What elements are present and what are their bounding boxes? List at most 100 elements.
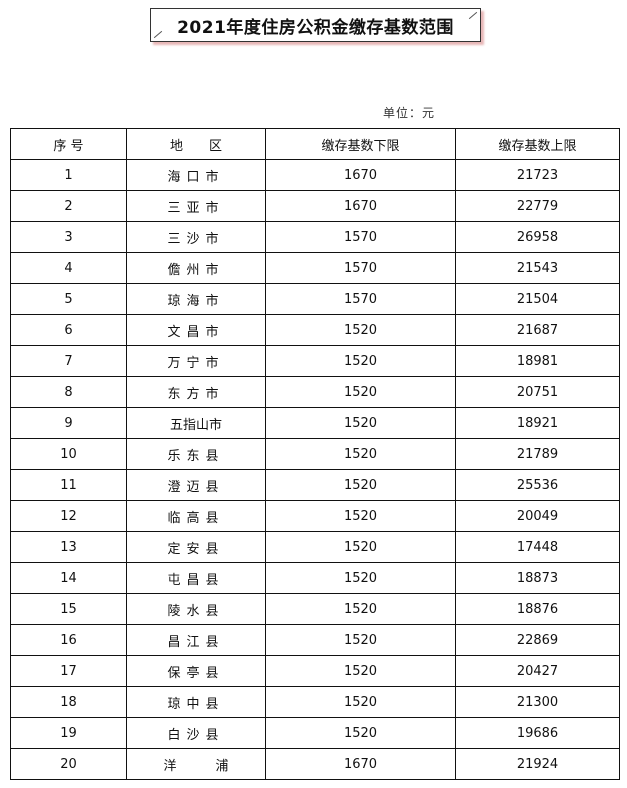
cell-upper-limit: 21504 xyxy=(455,283,620,315)
table-row: 3 三沙市 1570 26958 xyxy=(10,221,620,253)
cell-index: 9 xyxy=(10,407,127,439)
table-row: 5 琼海市 1570 21504 xyxy=(10,283,620,315)
unit-label: 单位：元 xyxy=(383,106,436,120)
cell-region: 儋州市 xyxy=(126,252,266,284)
cell-lower-limit: 1570 xyxy=(265,283,456,315)
cell-index: 16 xyxy=(10,624,127,656)
cell-index: 8 xyxy=(10,376,127,408)
cell-upper-limit: 18873 xyxy=(455,562,620,594)
cell-index: 2 xyxy=(10,190,127,222)
corner-mark xyxy=(468,11,478,20)
cell-index: 3 xyxy=(10,221,127,253)
cell-upper-limit: 20751 xyxy=(455,376,620,408)
cell-index: 19 xyxy=(10,717,127,749)
table-row: 16 昌江县 1520 22869 xyxy=(10,624,620,656)
cell-lower-limit: 1520 xyxy=(265,655,456,687)
cell-lower-limit: 1520 xyxy=(265,376,456,408)
header-region: 地 区 xyxy=(126,128,266,160)
cell-lower-limit: 1520 xyxy=(265,438,456,470)
cell-lower-limit: 1570 xyxy=(265,221,456,253)
cell-region: 昌江县 xyxy=(126,624,266,656)
header-upper-limit: 缴存基数上限 xyxy=(455,128,620,160)
cell-upper-limit: 18921 xyxy=(455,407,620,439)
table-row: 9 五指山市 1520 18921 xyxy=(10,407,620,439)
corner-mark xyxy=(153,30,163,39)
cell-lower-limit: 1520 xyxy=(265,624,456,656)
cell-lower-limit: 1670 xyxy=(265,190,456,222)
cell-region: 洋 浦 xyxy=(126,748,266,780)
cell-lower-limit: 1520 xyxy=(265,686,456,718)
cell-upper-limit: 21789 xyxy=(455,438,620,470)
cell-upper-limit: 22869 xyxy=(455,624,620,656)
title-box: 2021年度住房公积金缴存基数范围 xyxy=(150,8,481,42)
cell-upper-limit: 21924 xyxy=(455,748,620,780)
cell-lower-limit: 1520 xyxy=(265,407,456,439)
cell-upper-limit: 21723 xyxy=(455,159,620,191)
cell-upper-limit: 21300 xyxy=(455,686,620,718)
cell-lower-limit: 1670 xyxy=(265,159,456,191)
cell-region: 五指山市 xyxy=(126,407,266,439)
cell-lower-limit: 1520 xyxy=(265,717,456,749)
table-row: 17 保亭县 1520 20427 xyxy=(10,655,620,687)
table-row: 1 海口市 1670 21723 xyxy=(10,159,620,191)
cell-region: 定安县 xyxy=(126,531,266,563)
cell-region: 澄迈县 xyxy=(126,469,266,501)
cell-lower-limit: 1520 xyxy=(265,531,456,563)
table-row: 2 三亚市 1670 22779 xyxy=(10,190,620,222)
cell-region: 琼中县 xyxy=(126,686,266,718)
cell-upper-limit: 17448 xyxy=(455,531,620,563)
cell-lower-limit: 1520 xyxy=(265,314,456,346)
cell-region: 保亭县 xyxy=(126,655,266,687)
cell-index: 15 xyxy=(10,593,127,625)
cell-region: 三亚市 xyxy=(126,190,266,222)
cell-region: 陵水县 xyxy=(126,593,266,625)
cell-lower-limit: 1570 xyxy=(265,252,456,284)
cell-region: 琼海市 xyxy=(126,283,266,315)
table-row: 20 洋 浦 1670 21924 xyxy=(10,748,620,780)
cell-upper-limit: 18981 xyxy=(455,345,620,377)
cell-index: 5 xyxy=(10,283,127,315)
cell-upper-limit: 20427 xyxy=(455,655,620,687)
cell-region: 三沙市 xyxy=(126,221,266,253)
cell-upper-limit: 20049 xyxy=(455,500,620,532)
contribution-table: 序 号 地 区 缴存基数下限 缴存基数上限 1 海口市 1670 21723 2 三亚市 1… xyxy=(10,128,620,780)
cell-lower-limit: 1520 xyxy=(265,345,456,377)
cell-index: 13 xyxy=(10,531,127,563)
cell-index: 17 xyxy=(10,655,127,687)
cell-lower-limit: 1670 xyxy=(265,748,456,780)
table-row: 15 陵水县 1520 18876 xyxy=(10,593,620,625)
cell-upper-limit: 22779 xyxy=(455,190,620,222)
cell-lower-limit: 1520 xyxy=(265,593,456,625)
cell-region: 白沙县 xyxy=(126,717,266,749)
table-row: 10 乐东县 1520 21789 xyxy=(10,438,620,470)
table-row: 4 儋州市 1570 21543 xyxy=(10,252,620,284)
table-row: 8 东方市 1520 20751 xyxy=(10,376,620,408)
cell-region: 临高县 xyxy=(126,500,266,532)
cell-region: 屯昌县 xyxy=(126,562,266,594)
table-row: 12 临高县 1520 20049 xyxy=(10,500,620,532)
table-row: 6 文昌市 1520 21687 xyxy=(10,314,620,346)
cell-lower-limit: 1520 xyxy=(265,500,456,532)
cell-upper-limit: 19686 xyxy=(455,717,620,749)
table-row: 11 澄迈县 1520 25536 xyxy=(10,469,620,501)
cell-index: 18 xyxy=(10,686,127,718)
cell-index: 10 xyxy=(10,438,127,470)
table-row: 18 琼中县 1520 21300 xyxy=(10,686,620,718)
table-header-row: 序 号 地 区 缴存基数下限 缴存基数上限 xyxy=(10,128,620,160)
cell-index: 20 xyxy=(10,748,127,780)
header-index: 序 号 xyxy=(10,128,127,160)
cell-index: 6 xyxy=(10,314,127,346)
page-title: 2021年度住房公积金缴存基数范围 xyxy=(177,17,454,38)
cell-upper-limit: 21543 xyxy=(455,252,620,284)
table-row: 14 屯昌县 1520 18873 xyxy=(10,562,620,594)
table-row: 13 定安县 1520 17448 xyxy=(10,531,620,563)
cell-upper-limit: 25536 xyxy=(455,469,620,501)
cell-upper-limit: 18876 xyxy=(455,593,620,625)
cell-index: 11 xyxy=(10,469,127,501)
cell-lower-limit: 1520 xyxy=(265,469,456,501)
header-lower-limit: 缴存基数下限 xyxy=(265,128,456,160)
cell-region: 东方市 xyxy=(126,376,266,408)
cell-region: 乐东县 xyxy=(126,438,266,470)
cell-upper-limit: 21687 xyxy=(455,314,620,346)
table-row: 7 万宁市 1520 18981 xyxy=(10,345,620,377)
